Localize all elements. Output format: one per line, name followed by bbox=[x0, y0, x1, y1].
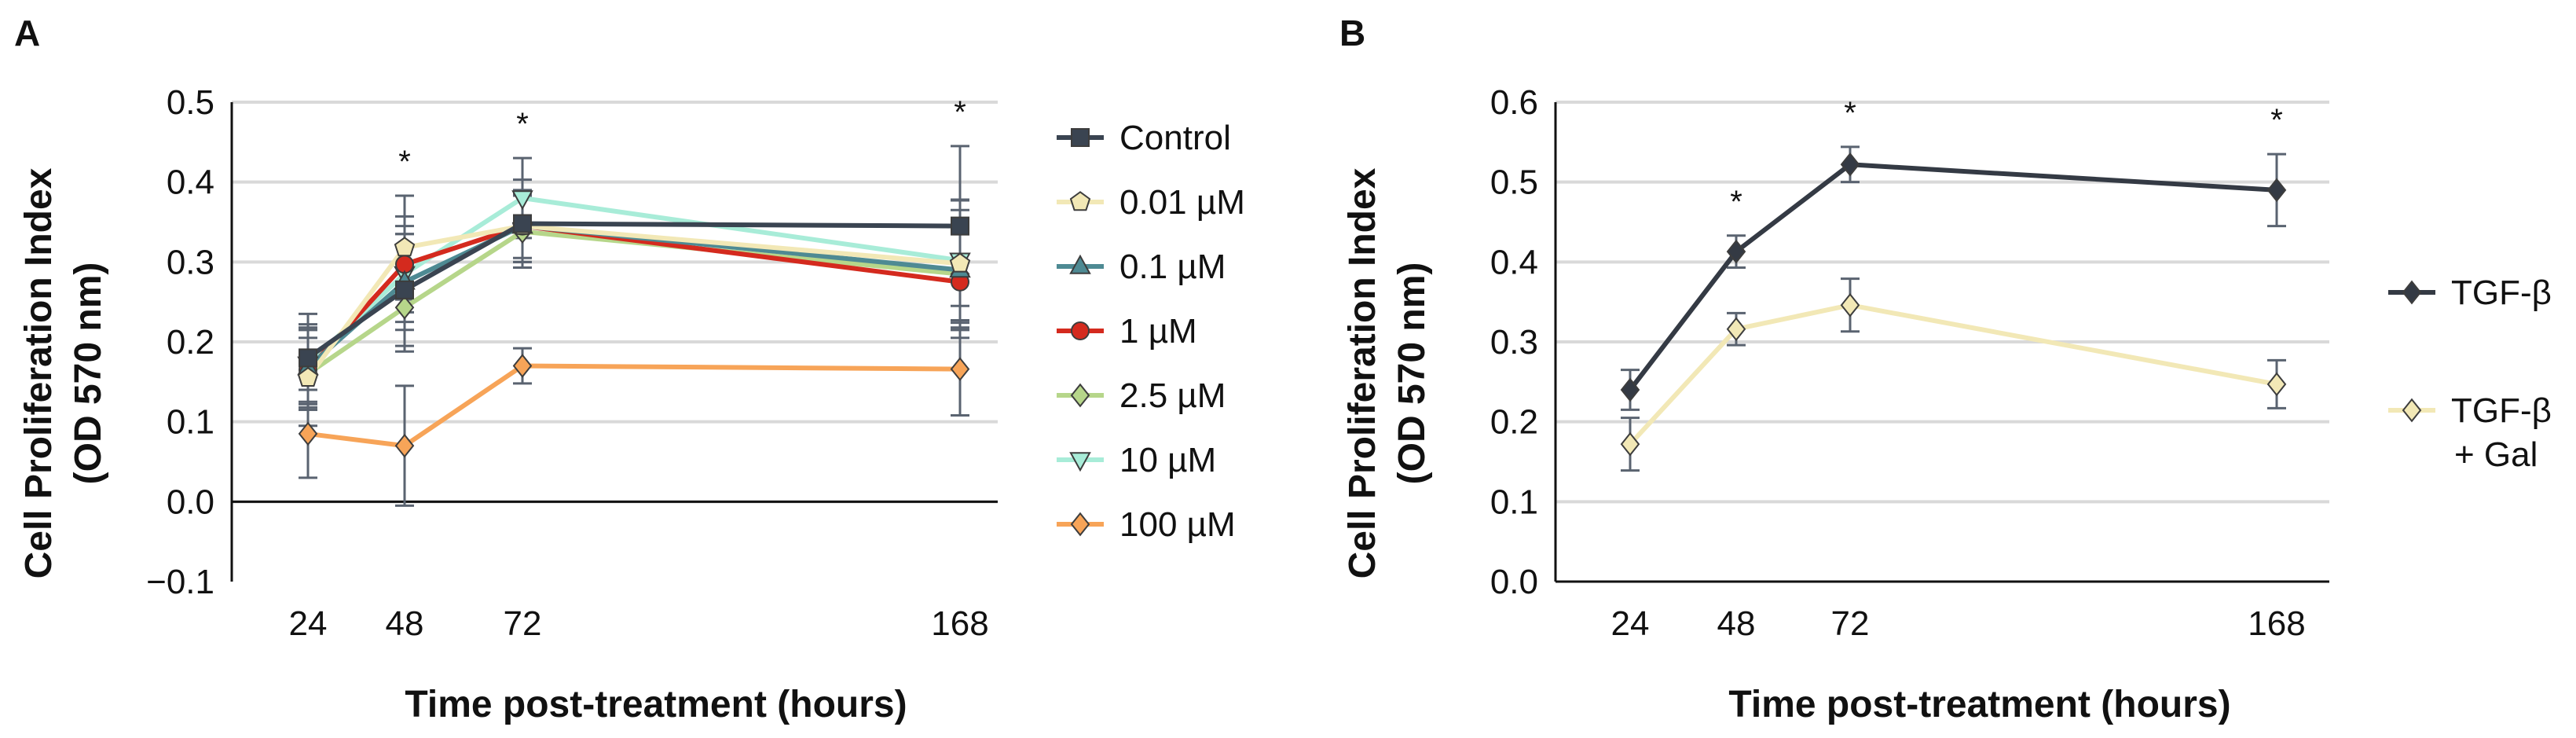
x-tick-label: 24 bbox=[1611, 604, 1650, 643]
legend-label: 0.01 µM bbox=[1119, 183, 1245, 222]
legend-label: TGF-β bbox=[2451, 274, 2552, 312]
x-axis-label: Time post-treatment (hours) bbox=[405, 684, 907, 725]
significance-marker: * bbox=[1844, 96, 1856, 130]
y-tick-label: 0.2 bbox=[1490, 403, 1538, 442]
y-tick-label: 0.2 bbox=[167, 323, 214, 362]
legend-marker bbox=[1069, 191, 1091, 211]
legend-label: 100 µM bbox=[1119, 505, 1236, 544]
significance-marker: * bbox=[2270, 103, 2283, 138]
y-tick-label: 0.0 bbox=[1490, 563, 1538, 601]
legend-marker bbox=[1069, 452, 1091, 472]
data-point bbox=[394, 433, 415, 458]
legend-item: 10 µM bbox=[1057, 441, 1216, 479]
legend-item: 2.5 µM bbox=[1057, 376, 1226, 415]
data-point bbox=[949, 252, 971, 273]
y-tick-label: 0.3 bbox=[167, 243, 214, 281]
y-axis-label: Cell Proliferation Index bbox=[1342, 167, 1383, 578]
legend-marker bbox=[2402, 280, 2422, 305]
data-point bbox=[2266, 372, 2287, 397]
legend-label: 0.1 µM bbox=[1119, 248, 1226, 286]
series-line bbox=[307, 363, 961, 449]
legend: Control 0.01 µM 0.1 µM 1 µM 2.5 µM 10 µM 100 µ… bbox=[1057, 119, 1245, 544]
y-tick-label: 0.6 bbox=[1490, 83, 1538, 122]
legend-item: 0.1 µM bbox=[1057, 248, 1226, 286]
y-tick-label: 0.1 bbox=[167, 403, 214, 442]
legend-label: 2.5 µM bbox=[1119, 376, 1226, 415]
legend-item: 100 µM bbox=[1057, 505, 1236, 544]
x-tick-label: 72 bbox=[504, 604, 542, 643]
panel-a: A −0.1 0.0 0.1 0.2 0.3 0.4 0.5 24 48 72 168 Cell Pro… bbox=[14, 13, 1245, 725]
significance-marker: * bbox=[954, 95, 966, 130]
data-point bbox=[511, 190, 533, 211]
legend-marker bbox=[1070, 512, 1090, 537]
x-tick-label: 24 bbox=[289, 604, 328, 643]
y-tick-label: 0.0 bbox=[167, 483, 214, 521]
y-tick-label: 0.5 bbox=[1490, 163, 1538, 202]
legend-label: Control bbox=[1119, 119, 1231, 157]
legend-label: 10 µM bbox=[1119, 441, 1216, 479]
legend-item: TGF-β + Gal bbox=[2388, 391, 2552, 474]
data-point bbox=[512, 354, 533, 378]
legend-marker bbox=[1071, 128, 1090, 147]
data-point bbox=[395, 280, 414, 299]
legend-item: TGF-β bbox=[2388, 274, 2552, 312]
legend-marker bbox=[1071, 321, 1090, 340]
data-point bbox=[298, 421, 318, 446]
series-line bbox=[306, 223, 961, 380]
x-tick-label: 48 bbox=[386, 604, 424, 643]
data-point bbox=[394, 295, 415, 320]
data-point bbox=[297, 366, 319, 387]
data-point bbox=[1620, 431, 1640, 457]
data-point bbox=[394, 237, 416, 257]
y-tick-label: 0.4 bbox=[167, 163, 214, 202]
y-tick-label: −0.1 bbox=[146, 563, 214, 601]
series-line bbox=[1628, 303, 2277, 446]
data-point bbox=[2266, 178, 2287, 203]
y-tick-label: 0.3 bbox=[1490, 323, 1538, 362]
x-tick-label: 168 bbox=[2248, 604, 2305, 643]
significance-marker: * bbox=[516, 107, 529, 141]
x-axis-label: Time post-treatment (hours) bbox=[1728, 684, 2230, 725]
series-line bbox=[306, 221, 961, 360]
data-point bbox=[1840, 292, 1860, 318]
series-line bbox=[1628, 162, 2277, 391]
y-tick-label: 0.5 bbox=[167, 83, 214, 122]
x-tick-label: 168 bbox=[931, 604, 988, 643]
legend-marker bbox=[1070, 383, 1090, 408]
legend-label: 1 µM bbox=[1119, 312, 1197, 351]
data-point bbox=[1620, 377, 1640, 402]
legend-item: 0.01 µM bbox=[1057, 183, 1245, 222]
x-tick-label: 72 bbox=[1831, 604, 1870, 643]
significance-marker: * bbox=[1730, 185, 1742, 219]
y-tick-label: 0.1 bbox=[1490, 483, 1538, 521]
legend-marker bbox=[2402, 398, 2422, 423]
y-axis-label-units: (OD 570 nm) bbox=[68, 263, 109, 485]
data-point bbox=[1726, 317, 1746, 342]
data-point bbox=[951, 216, 969, 236]
data-point bbox=[299, 348, 317, 368]
x-tick-label: 48 bbox=[1717, 604, 1756, 643]
legend-marker bbox=[1069, 254, 1091, 274]
panel-b: B 0.0 0.1 0.2 0.3 0.4 0.5 0.6 24 48 72 168 Cell Prol… bbox=[1339, 13, 2552, 725]
legend-item: Control bbox=[1057, 119, 1231, 157]
series-line bbox=[306, 223, 961, 372]
y-tick-label: 0.4 bbox=[1490, 243, 1538, 281]
data-point bbox=[1840, 152, 1860, 177]
y-axis-label: Cell Proliferation Index bbox=[18, 167, 60, 578]
legend-label: + Gal bbox=[2454, 435, 2538, 474]
panel-label: A bbox=[14, 13, 40, 53]
legend: TGF-β TGF-β + Gal bbox=[2388, 274, 2552, 474]
legend-label: TGF-β bbox=[2451, 391, 2552, 430]
y-axis-label-units: (OD 570 nm) bbox=[1391, 263, 1433, 485]
legend-item: 1 µM bbox=[1057, 312, 1197, 351]
data-point bbox=[513, 214, 532, 233]
significance-marker: * bbox=[398, 145, 411, 179]
panel-label: B bbox=[1339, 13, 1365, 53]
data-point bbox=[950, 357, 970, 381]
data-point bbox=[1726, 239, 1746, 264]
